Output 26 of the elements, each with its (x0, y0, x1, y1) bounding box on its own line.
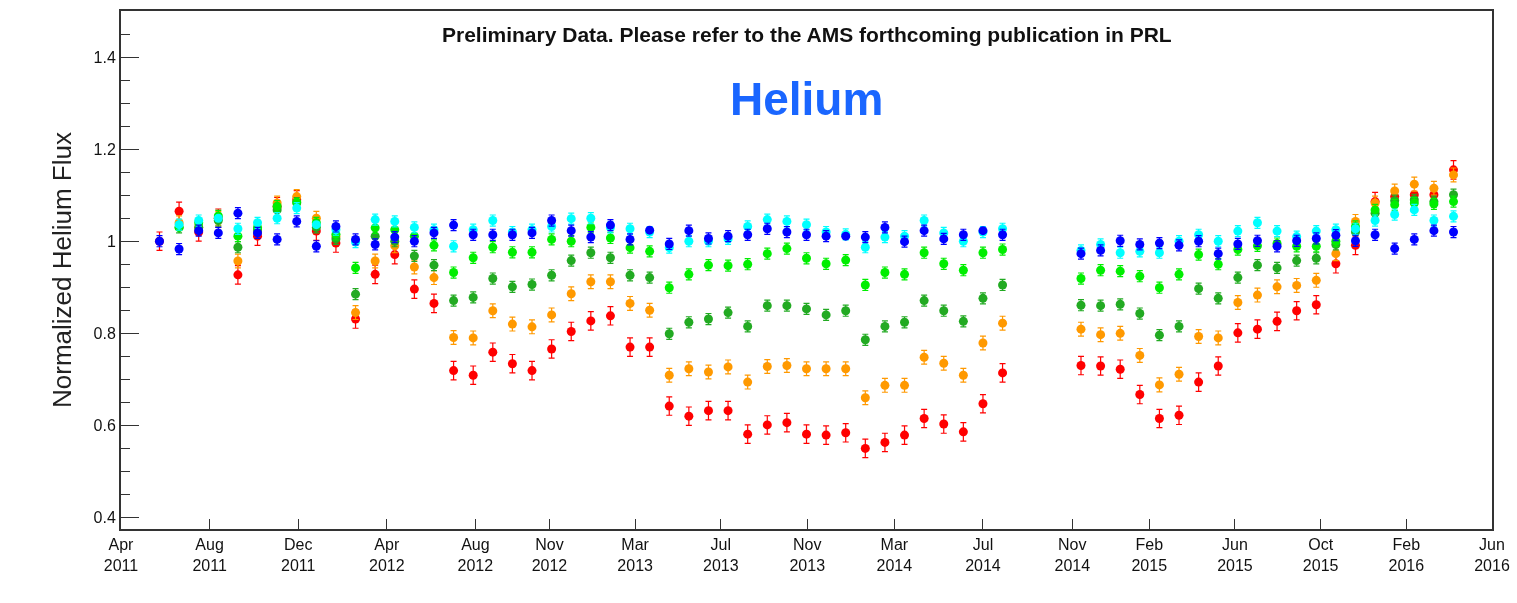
x-tick-label: Nov 2013 (789, 536, 826, 574)
x-tick-label: Apr 2012 (368, 536, 405, 574)
x-tick-label: Mar 2014 (876, 536, 913, 574)
x-tick-label: Apr 2011 (103, 536, 139, 574)
x-tick-label: Feb 2016 (1388, 536, 1425, 574)
x-tick-label: Jul 2014 (965, 536, 1001, 574)
x-tick-label: Mar 2013 (617, 536, 654, 574)
annotation: Preliminary Data. Please refer to the AMS forthcoming publication in PRL (442, 23, 1172, 46)
y-tick-label: 1 (106, 232, 116, 250)
x-tick-label: Jul 2013 (703, 536, 739, 574)
x-tick-label: Nov 2014 (1054, 536, 1091, 574)
x-tick-label: Jun 2015 (1217, 536, 1253, 574)
x-tick-label: Nov 2012 (531, 536, 568, 574)
y-axis-title: Normalized Helium Flux (47, 132, 78, 408)
y-tick-label: 0.4 (93, 509, 116, 527)
y-tick-label: 0.6 (93, 417, 116, 434)
x-tick-label: Dec 2011 (280, 536, 316, 574)
x-tick-label: Aug 2011 (192, 536, 227, 574)
x-tick-label: Aug 2012 (457, 536, 494, 574)
annotation: Helium (730, 73, 884, 125)
x-tick-label: Jun 2016 (1474, 536, 1510, 574)
y-tick-label: 0.8 (93, 324, 116, 342)
y-tick-label: 1.4 (93, 48, 116, 66)
x-tick-label: Feb 2015 (1131, 536, 1168, 574)
y-tick-label: 1.2 (93, 140, 116, 158)
x-tick-label: Oct 2015 (1302, 536, 1339, 574)
